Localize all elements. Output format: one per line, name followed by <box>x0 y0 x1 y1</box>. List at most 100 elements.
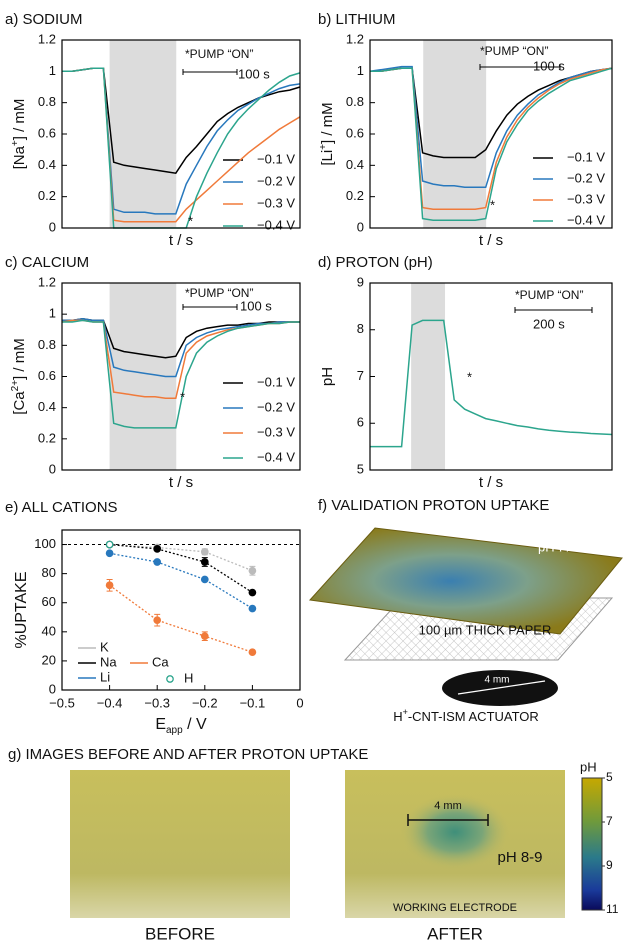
scale-label: 4 mm <box>434 800 462 812</box>
marker <box>200 575 209 584</box>
label-part: -CNT-ISM ACTUATOR <box>408 709 539 724</box>
series-line <box>109 584 253 653</box>
y-tick-label: 1.2 <box>38 274 56 289</box>
panel-title: b) LITHIUM <box>318 11 396 28</box>
legend-label: −0.2 V <box>257 173 295 188</box>
y-tick-label: 1.2 <box>346 31 364 46</box>
marker <box>105 549 114 558</box>
y-tick-label: 0.8 <box>346 94 364 109</box>
annotation: *PUMP “ON” <box>185 47 253 61</box>
label-part: / V <box>183 716 207 733</box>
pump-off-region <box>423 40 487 228</box>
marker <box>248 588 257 597</box>
annotation: *PUMP “ON” <box>515 288 583 302</box>
label-part: ] / mM <box>11 99 28 141</box>
ph-paper <box>308 527 623 635</box>
time-scale-bar <box>514 307 593 313</box>
plot-frame <box>61 529 301 691</box>
colorbar-tick-label: 5 <box>606 770 613 784</box>
y-tick-label: 0.6 <box>346 125 364 140</box>
annotation: * <box>180 389 185 404</box>
label-part: pH <box>319 367 336 386</box>
colorbar <box>581 777 603 911</box>
plot-frame <box>61 39 301 229</box>
y-tick-label: 0 <box>49 461 56 476</box>
y-tick-label: 1.2 <box>38 31 56 46</box>
marker <box>153 616 162 625</box>
legend-label: Li <box>100 669 110 684</box>
legend-label: −0.2 V <box>257 399 295 414</box>
annotation: *PUMP “ON” <box>480 44 548 58</box>
y-tick-label: 1 <box>357 63 364 78</box>
annotation: 100 s <box>240 298 272 313</box>
y-tick-label: 0 <box>49 219 56 234</box>
x-axis-label: t / s <box>479 232 503 249</box>
y-tick-label: 100 <box>34 536 56 551</box>
series-line <box>62 318 300 378</box>
series-line <box>109 543 253 594</box>
x-axis-label: t / s <box>169 474 193 491</box>
panel-title: d) PROTON (pH) <box>318 254 433 271</box>
label-part: [Na <box>11 145 28 169</box>
legend-label: −0.3 V <box>257 424 295 439</box>
x-tick-label: −0.2 <box>192 695 218 710</box>
series-line <box>62 319 300 429</box>
legend-label: K <box>100 639 109 654</box>
legend-swatch <box>166 675 174 683</box>
y-tick-label: 0.8 <box>38 337 56 352</box>
size-label: 4 mm <box>485 675 510 686</box>
axis-label: [Na+] / mM <box>10 99 28 170</box>
y-tick-label: 1 <box>49 306 56 321</box>
pump-off-region <box>411 283 446 470</box>
marker <box>200 632 209 641</box>
legend-label: −0.1 V <box>257 374 295 389</box>
legend-label: −0.2 V <box>567 170 605 185</box>
axis-label: pH <box>319 367 336 386</box>
y-tick-label: 0 <box>49 681 56 696</box>
label-part: ] / mM <box>11 338 28 380</box>
series-line <box>370 319 613 448</box>
images: g) IMAGES BEFORE AND AFTER PROTON UPTAKE… <box>8 746 603 943</box>
colorbar-tick-label: 9 <box>606 858 613 872</box>
label-sup: + <box>10 140 21 146</box>
axis-label: [Li+] / mM <box>318 102 336 165</box>
y-tick-label: 0.4 <box>38 399 56 414</box>
panel-title: a) SODIUM <box>5 11 83 28</box>
diagram-title: f) VALIDATION PROTON UPTAKE <box>318 497 549 514</box>
y-tick-label: 0.6 <box>38 368 56 383</box>
label-sup: + <box>403 707 408 717</box>
marker <box>153 558 162 566</box>
x-tick-label: −0.3 <box>144 695 170 710</box>
uptake-spot <box>400 794 510 870</box>
x-axis-label: t / s <box>169 232 193 249</box>
series-line <box>109 552 253 610</box>
y-tick-label: 5 <box>357 461 364 476</box>
series-line <box>370 67 613 210</box>
label-part: H <box>393 709 402 724</box>
annotation: 100 s <box>533 58 565 73</box>
label-part: [Ca <box>11 391 28 415</box>
y-tick-label: 60 <box>42 594 56 609</box>
y-tick-label: 0 <box>357 219 364 234</box>
y-tick-label: 9 <box>357 274 364 289</box>
colorbar-label: pH <box>580 759 597 774</box>
y-tick-label: 7 <box>357 368 364 383</box>
legend-label: H <box>184 670 193 685</box>
time-scale-bar <box>182 69 238 75</box>
marker <box>105 581 114 590</box>
series-line <box>369 65 613 189</box>
y-tick-label: 40 <box>42 623 56 638</box>
series-line <box>370 67 613 221</box>
y-tick-label: 80 <box>42 565 56 580</box>
plot-frame <box>61 282 301 471</box>
colorbar-tick-label: 7 <box>606 814 613 828</box>
panel-title: c) CALCIUM <box>5 254 89 271</box>
panel-title: e) ALL CATIONS <box>5 499 118 516</box>
ph-paper-label: pH-PAPER <box>538 539 602 554</box>
legend-label: −0.1 V <box>567 149 605 164</box>
colorbar-tick-label: 11 <box>606 902 619 916</box>
y-tick-label: 1 <box>49 63 56 78</box>
marker <box>200 558 209 566</box>
y-tick-label: 0.6 <box>38 125 56 140</box>
y-tick-label: 0.8 <box>38 94 56 109</box>
